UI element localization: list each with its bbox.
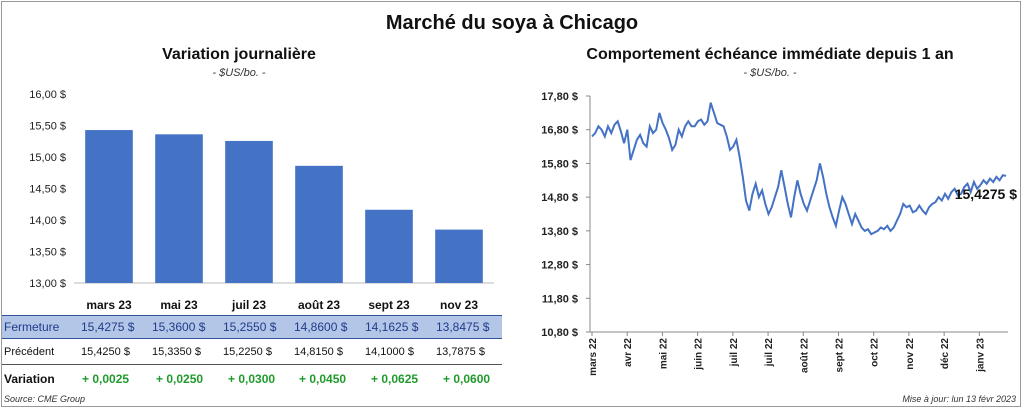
- x-tick-label: juil 22: [729, 338, 740, 368]
- y-tick-label: 13,50 $: [29, 247, 66, 259]
- x-tick-label: mars 22: [588, 338, 599, 376]
- x-tick-label: mai 22: [658, 338, 669, 370]
- table-cell: + 0,0025: [82, 372, 130, 386]
- y-tick-label: 16,80 $: [541, 125, 578, 137]
- y-tick-label: 12,80 $: [541, 260, 578, 272]
- x-tick-label: sept 23: [368, 298, 410, 312]
- x-tick-label: avr 22: [623, 338, 634, 367]
- x-tick-label: août 22: [799, 338, 810, 373]
- bar: [365, 209, 413, 283]
- table-cell: + 0,0250: [156, 372, 204, 386]
- row-label: Fermeture: [4, 320, 60, 334]
- table-cell: 14,1625 $: [365, 320, 419, 334]
- y-tick-label: 14,50 $: [29, 184, 66, 196]
- x-tick-label: déc 22: [940, 338, 951, 370]
- y-tick-label: 16,00 $: [29, 89, 66, 101]
- x-tick-label: nov 23: [440, 298, 478, 312]
- y-tick-label: 14,80 $: [541, 192, 578, 204]
- table-cell: 15,2250 $: [223, 346, 272, 358]
- y-tick-label: 15,80 $: [541, 158, 578, 170]
- table-cell: + 0,0625: [371, 372, 419, 386]
- bar: [225, 140, 273, 283]
- bar: [295, 165, 343, 283]
- main-title: Marché du soya à Chicago: [385, 12, 639, 34]
- table-row-precedent: Précédent 15,4250 $ 15,3350 $ 15,2250 $ …: [2, 342, 502, 365]
- x-tick-label: janv 23: [975, 338, 986, 373]
- x-tick-label: oct 22: [870, 338, 881, 367]
- x-tick-label: mai 23: [160, 298, 198, 312]
- source-note: Source: CME Group: [4, 394, 86, 404]
- bar-chart-subtitle: - $US/bo. -: [212, 67, 266, 79]
- x-tick-label: août 23: [298, 298, 340, 312]
- y-tick-label: 13,00 $: [29, 278, 66, 290]
- last-value-label: 15,4275 $: [955, 186, 1017, 202]
- table-cell: 15,3600 $: [152, 320, 206, 334]
- updated-note: Mise à jour: lun 13 févr 2023: [902, 394, 1016, 404]
- bar: [155, 134, 203, 283]
- row-label: Précédent: [4, 346, 55, 358]
- table-cell: 15,3350 $: [152, 346, 201, 358]
- bar: [85, 130, 133, 283]
- price-line: [591, 102, 1007, 236]
- x-tick-label: nov 22: [905, 338, 916, 370]
- table-cell: 13,7875 $: [436, 346, 485, 358]
- bar-chart-title: Variation journalière: [162, 46, 316, 63]
- x-tick-label: mars 23: [86, 298, 132, 312]
- row-label: Variation: [4, 372, 55, 386]
- table-cell: 14,1000 $: [365, 346, 414, 358]
- x-tick-label: sept 22: [834, 338, 845, 373]
- y-tick-label: 11,80 $: [542, 293, 578, 305]
- line-chart-subtitle: - $US/bo. -: [743, 67, 797, 79]
- y-tick-label: 15,50 $: [29, 121, 66, 133]
- y-tick-label: 15,00 $: [29, 152, 66, 164]
- x-tick-label: juil 22: [764, 338, 775, 368]
- table-cell: + 0,0450: [299, 372, 347, 386]
- table-row-variation: Variation + 0,0025 + 0,0250 + 0,0300 + 0…: [2, 368, 502, 390]
- line-chart-title: Comportement échéance immédiate depuis 1…: [586, 46, 954, 63]
- table-cell: 15,4275 $: [81, 320, 135, 334]
- table-cell: 14,8150 $: [294, 346, 343, 358]
- x-tick-label: juil 23: [231, 298, 266, 312]
- y-tick-label: 14,00 $: [29, 215, 66, 227]
- y-tick-label: 13,80 $: [541, 226, 578, 238]
- x-tick-label: juin 22: [694, 338, 705, 371]
- table-cell: + 0,0300: [228, 372, 276, 386]
- table-cell: 15,4250 $: [81, 346, 130, 358]
- y-tick-label: 17,80 $: [541, 91, 578, 103]
- y-tick-label: 10,80 $: [541, 327, 578, 339]
- table-cell: 13,8475 $: [436, 320, 490, 334]
- bar: [435, 229, 483, 283]
- table-row-fermeture: Fermeture 15,4275 $ 15,3600 $ 15,2550 $ …: [2, 315, 502, 339]
- table-cell: 15,2550 $: [223, 320, 277, 334]
- table-cell: 14,8600 $: [294, 320, 348, 334]
- table-cell: + 0,0600: [443, 372, 491, 386]
